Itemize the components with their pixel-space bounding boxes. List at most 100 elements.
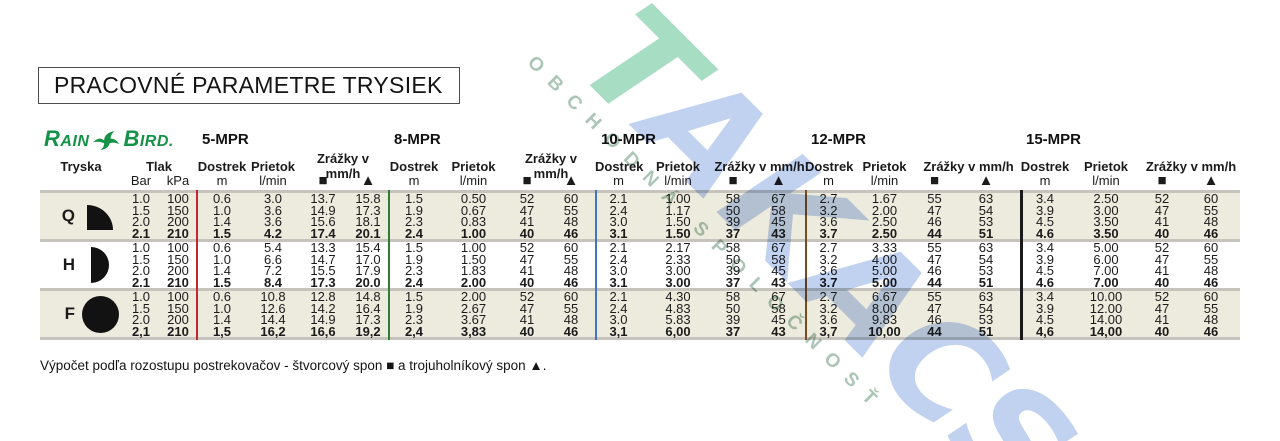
value-cell: 55 <box>927 289 942 304</box>
value-cell: 2.3 <box>404 263 424 278</box>
pressure-kpa-cell: 150 <box>167 251 189 267</box>
value-cell: 4.6 <box>1035 225 1055 241</box>
pressure-kpa-cell: 210 <box>167 225 189 241</box>
value-cell: 37 <box>725 323 741 339</box>
value-cell: 37 <box>725 274 741 290</box>
value-cell: 14.00 <box>1089 312 1123 327</box>
value-cell: 58 <box>771 300 786 316</box>
nozzle-letter: F <box>64 304 75 323</box>
value-cell: 54 <box>978 251 994 267</box>
pressure-kpa-cell: 210 <box>167 323 189 339</box>
value-cell: 41 <box>519 214 535 229</box>
value-cell: 60 <box>1203 191 1219 206</box>
value-cell: 3.67 <box>460 312 487 327</box>
value-cell: 7.00 <box>1093 274 1119 290</box>
value-cell: 67 <box>771 191 786 206</box>
value-cell: 53 <box>978 263 994 278</box>
page-title: PRACOVNÉ PARAMETRE TRYSIEK <box>38 67 460 104</box>
value-cell: 1.5 <box>404 289 424 304</box>
pressure-kpa-cell: 200 <box>167 214 189 229</box>
value-cell: 3.6 <box>263 202 283 218</box>
value-cell: 2.7 <box>819 240 838 255</box>
value-cell: 45 <box>771 214 786 229</box>
value-cell: 3.00 <box>665 263 691 278</box>
col-header-zrazky: Zrážky v mm/h <box>923 158 1014 174</box>
value-cell: 40 <box>1154 274 1170 290</box>
value-cell: 0.6 <box>212 191 232 206</box>
value-cell: 2.7 <box>819 289 838 304</box>
value-cell: 55 <box>563 300 579 316</box>
square-spacing-icon: ■ <box>728 172 738 189</box>
pressure-kpa-cell: 100 <box>167 240 189 255</box>
value-cell: 52 <box>1154 240 1170 255</box>
value-cell: 46 <box>1203 274 1219 290</box>
value-cell: 2.50 <box>871 214 898 229</box>
value-cell: 60 <box>563 240 579 255</box>
value-cell: 58 <box>771 202 786 218</box>
value-cell: 3.9 <box>1035 300 1055 316</box>
value-cell: 63 <box>978 289 994 304</box>
value-cell: 39 <box>725 214 741 229</box>
value-cell: 10,00 <box>868 323 901 339</box>
value-cell: 3.6 <box>263 214 283 229</box>
section-divider-line <box>595 190 597 340</box>
unit-header-row: Bar kPa m l/min ■ ▲ m l/min ■ ▲ m l/min ■ ▲ m l/min ■ ▲… <box>40 172 1240 189</box>
value-cell: 0.67 <box>460 202 487 218</box>
value-cell: 17.4 <box>310 225 336 241</box>
value-cell: 8.00 <box>871 300 898 316</box>
nozzle-band-Q: Q 1.0 100 0.6 3.0 13.7 15.8 1.5 0.50 52 60 2.1 1.00 5… <box>40 191 1240 241</box>
unit-kpa: kPa <box>166 173 190 188</box>
pressure-bar-cell: 2,1 <box>131 323 151 339</box>
value-cell: 3.2 <box>819 251 838 267</box>
value-cell: 5.83 <box>665 312 691 327</box>
value-cell: 55 <box>563 251 579 267</box>
value-cell: 46 <box>1203 225 1219 241</box>
col-header-dostrek: Dostrek <box>197 158 247 174</box>
col-header-dostrek: Dostrek <box>389 158 439 174</box>
value-cell: 46 <box>927 214 942 229</box>
value-cell: 37 <box>725 225 741 241</box>
col-header-zrazky: Zrážky v mm/h <box>316 151 370 181</box>
col-header-prietok: Prietok <box>250 158 296 174</box>
value-cell: 1.5 <box>212 225 232 241</box>
nozzle-letter: Q <box>61 206 75 225</box>
value-cell: 17.9 <box>355 263 381 278</box>
triangle-spacing-icon: ▲ <box>978 172 994 189</box>
pressure-kpa-cell: 150 <box>167 202 189 218</box>
value-cell: 67 <box>771 240 786 255</box>
nozzle-letter: H <box>62 255 75 274</box>
value-cell: 10.00 <box>1089 289 1123 304</box>
value-cell: 2.67 <box>460 300 487 316</box>
nozzle-band-H: H 1.0 100 0.6 5.4 13.3 15.4 1.5 1.00 52 60 2.1 2.17 5… <box>40 240 1240 290</box>
value-cell: 12.6 <box>260 300 286 316</box>
value-cell: 17.3 <box>355 202 381 218</box>
nozzle-shape-icon-quarter <box>78 193 122 239</box>
value-cell: 47 <box>519 300 535 316</box>
value-cell: 55 <box>927 191 942 206</box>
value-cell: 55 <box>1203 300 1219 316</box>
page-title-text: PRACOVNÉ PARAMETRE TRYSIEK <box>54 72 443 98</box>
value-cell: 3.7 <box>819 274 838 290</box>
value-cell: 3.0 <box>609 263 628 278</box>
value-cell: 3.4 <box>1035 191 1055 206</box>
value-cell: 6,00 <box>665 323 691 339</box>
triangle-spacing-icon: ▲ <box>563 172 579 189</box>
pressure-bar-cell: 2.1 <box>131 274 151 290</box>
value-cell: 58 <box>725 289 741 304</box>
value-cell: 1.5 <box>404 191 424 206</box>
value-cell: 40 <box>1154 323 1170 339</box>
brand-bird-text: BIRD. <box>123 126 174 151</box>
row-separator <box>40 239 1240 242</box>
value-cell: 3.0 <box>609 312 628 327</box>
value-cell: 52 <box>519 289 535 304</box>
value-cell: 46 <box>563 274 579 290</box>
value-cell: 2.4 <box>609 251 628 267</box>
bird-icon <box>93 130 120 150</box>
value-cell: 46 <box>927 263 942 278</box>
pressure-bar-cell: 2.1 <box>131 225 151 241</box>
value-cell: 47 <box>1154 202 1170 218</box>
value-cell: 44 <box>927 225 942 241</box>
value-cell: 6.6 <box>263 251 283 267</box>
value-cell: 3.0 <box>263 191 283 206</box>
value-cell: 1.5 <box>212 274 232 290</box>
